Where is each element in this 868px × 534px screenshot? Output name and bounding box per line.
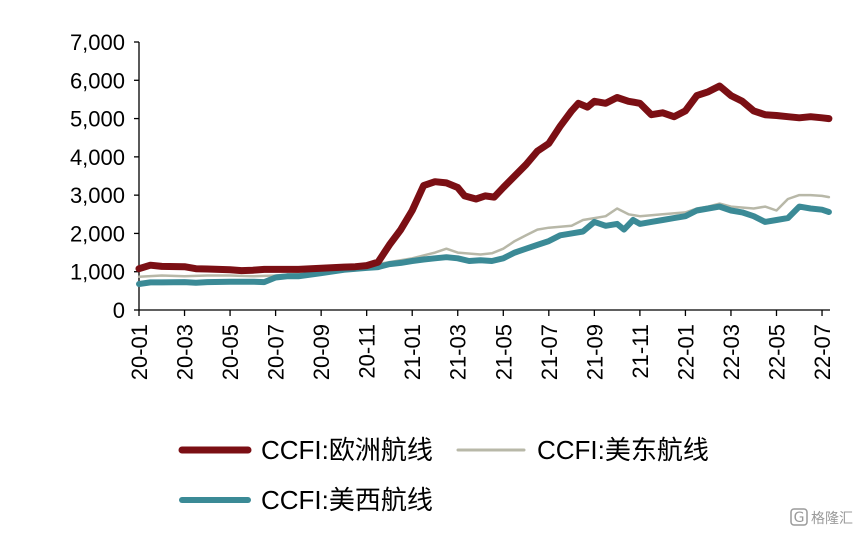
x-tick-label: 20-09: [309, 324, 334, 380]
x-tick-label: 21-09: [582, 324, 607, 380]
y-tick-label: 1,000: [70, 260, 125, 285]
x-tick-label: 20-11: [355, 324, 380, 379]
y-tick-label: 6,000: [70, 68, 125, 93]
y-tick-label: 4,000: [70, 145, 125, 170]
series-line-2: [136, 203, 832, 287]
x-tick-label: 20-05: [218, 324, 243, 380]
watermark: G 格隆汇: [790, 508, 853, 527]
x-tick-label: 22-01: [673, 324, 698, 380]
watermark-text: 格隆汇: [811, 511, 853, 527]
x-tick-label: 21-03: [446, 324, 471, 380]
x-tick-label: 21-11: [628, 324, 653, 379]
legend: CCFI:欧洲航线 CCFI:美东航线 CCFI:美西航线: [178, 435, 709, 515]
legend-label-0: CCFI:欧洲航线: [261, 435, 433, 465]
x-tick-label: 21-07: [537, 324, 562, 380]
x-tick-label: 22-03: [719, 324, 744, 380]
x-tick-label: 21-01: [400, 324, 425, 380]
legend-label-2: CCFI:美西航线: [261, 485, 433, 515]
legend-label-1: CCFI:美东航线: [537, 435, 709, 465]
x-tick-label: 20-01: [127, 324, 152, 380]
x-tick-label: 20-07: [264, 324, 289, 380]
x-axis: 20-01 20-03 20-05 20-07 20-09 20-11 21-01 21-03…: [127, 309, 835, 380]
x-tick-label: 22-07: [810, 324, 835, 380]
series-line-0: [135, 82, 833, 275]
series-layer: [135, 82, 833, 287]
watermark-logo-icon: [790, 508, 808, 526]
x-tick-label: 22-05: [764, 324, 789, 380]
y-tick-label: 2,000: [70, 221, 125, 246]
y-tick-label: 5,000: [70, 107, 125, 132]
x-tick-label: 20-03: [173, 324, 198, 380]
y-axis: 0 1,000 2,000 3,000 4,000 5,000 6,000 7,000: [70, 30, 140, 323]
y-tick-label: 7,000: [70, 30, 125, 55]
y-tick-label: 3,000: [70, 183, 125, 208]
y-tick-label: 0: [113, 298, 125, 323]
x-tick-label: 21-05: [491, 324, 516, 380]
watermark-logo-glyph: G: [794, 510, 805, 526]
